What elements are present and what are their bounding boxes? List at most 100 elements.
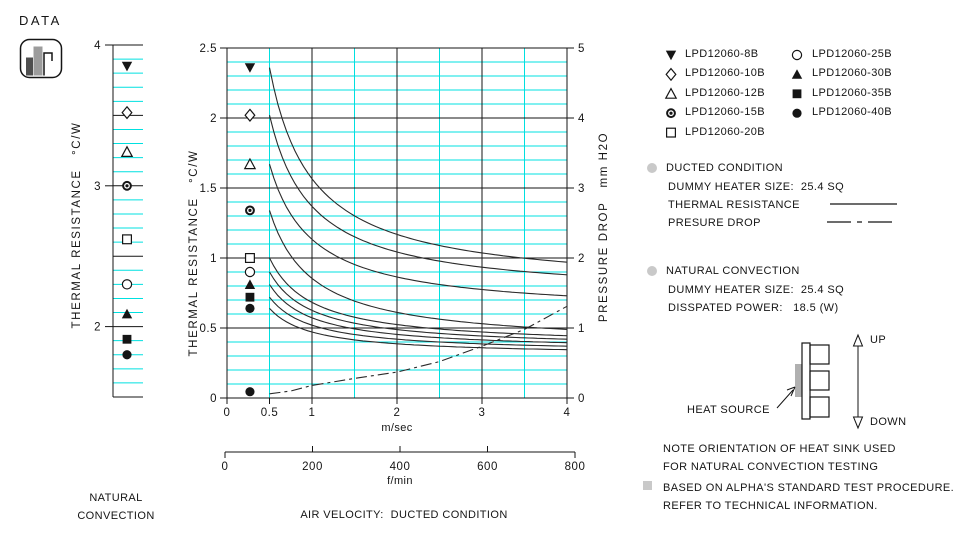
procedure-bullet-icon xyxy=(643,481,652,490)
curves xyxy=(268,67,568,395)
natural-heading: NATURAL CONVECTION xyxy=(666,265,800,277)
dissipated-power: DISSPATED POWER: 18.5 (W) xyxy=(668,302,839,314)
strip-ytick-label: 4 xyxy=(94,40,101,52)
triangle-up-filled-marker xyxy=(121,308,133,319)
logo-bar-dark xyxy=(26,57,33,76)
curve-LPD12060-8B xyxy=(268,67,568,263)
main-ytick-left-label: 0 xyxy=(210,393,217,405)
strip-ytick-label: 2 xyxy=(94,322,101,334)
curve-LPD12060-20B xyxy=(269,257,568,337)
legend-item-label: LPD12060-30B xyxy=(812,67,893,80)
pressure-drop-label: PRESURE DROP xyxy=(668,217,761,229)
ducted-bullet-icon xyxy=(647,163,657,173)
triangle-down-filled-marker xyxy=(121,61,133,72)
pressure-drop-curve xyxy=(269,305,568,395)
down-arrowhead-icon xyxy=(852,416,864,430)
grid-minor xyxy=(113,48,567,398)
triangle-up-open-marker xyxy=(664,87,678,99)
up-label: UP xyxy=(870,334,887,346)
triangle-up-filled-marker xyxy=(244,279,256,289)
triangle-down-filled-marker xyxy=(244,63,256,73)
x-axis-unit-msec: m/sec xyxy=(381,422,413,434)
circle-filled-marker xyxy=(245,387,255,397)
natural-bullet-icon xyxy=(647,266,657,276)
main-ytick-right-label: 2 xyxy=(578,253,585,265)
triangle-up-open-marker xyxy=(120,145,134,158)
circle-filled-marker xyxy=(122,350,132,360)
legend-item-label: LPD12060-35B xyxy=(812,86,893,99)
main-xtick-label: 1 xyxy=(309,407,316,419)
main-ytick-left-label: 0.5 xyxy=(200,323,218,335)
logo-bar-light xyxy=(33,46,43,76)
thermal-resistance-label: THERMAL RESISTANCE xyxy=(668,199,800,211)
curve-LPD12060-10B xyxy=(268,115,568,276)
strip-y-axis-title: THERMAL RESISTANCE °C/W xyxy=(71,121,83,329)
figure-misc xyxy=(643,163,898,490)
logo-frame xyxy=(19,38,63,79)
heat-source-label: HEAT SOURCE xyxy=(687,404,770,416)
up-arrowhead-icon xyxy=(852,333,864,347)
heat-source-block xyxy=(795,364,802,397)
curve-LPD12060-12B xyxy=(268,164,568,297)
strip-caption-line1: NATURAL xyxy=(89,492,143,504)
main-ytick-left-label: 1.5 xyxy=(200,183,218,195)
grid-major xyxy=(105,44,576,458)
fmin-tick-label: 600 xyxy=(477,461,498,473)
main-ytick-right-label: 0 xyxy=(578,393,585,405)
square-filled-marker xyxy=(122,334,132,344)
strip-ytick-label: 3 xyxy=(94,181,101,193)
main-ytick-left-label: 2.5 xyxy=(200,43,218,55)
main-xtick-label: 0.5 xyxy=(261,407,279,419)
fmin-tick-label: 800 xyxy=(565,461,586,473)
circle-filled-marker xyxy=(245,303,255,313)
main-ytick-left-label: 2 xyxy=(210,113,217,125)
curve-LPD12060-15B xyxy=(268,210,568,330)
square-filled-marker xyxy=(245,292,255,302)
triangle-down-filled-marker xyxy=(665,50,677,61)
markers xyxy=(120,49,803,397)
strip-caption-line2: CONVECTION xyxy=(77,510,155,522)
square-open-marker xyxy=(244,253,255,264)
triangle-up-filled-marker xyxy=(791,69,803,79)
circle-open-marker xyxy=(121,279,133,290)
fmin-tick-label: 400 xyxy=(390,461,411,473)
orientation-note-line2: FOR NATURAL CONVECTION TESTING xyxy=(663,461,879,473)
legend-item-label: LPD12060-10B xyxy=(685,67,766,80)
square-open-marker xyxy=(121,234,132,245)
procedure-note-line1: BASED ON ALPHA'S STANDARD TEST PROCEDURE… xyxy=(663,482,955,494)
legend-item-label: LPD12060-8B xyxy=(685,48,759,60)
main-ytick-left-label: 1 xyxy=(210,253,217,265)
fmin-tick-label: 200 xyxy=(302,461,323,473)
main-ytick-right-label: 1 xyxy=(578,323,585,335)
orientation-note-line1: NOTE ORIENTATION OF HEAT SINK USED xyxy=(663,443,896,455)
legend-item-label: LPD12060-40B xyxy=(812,106,893,119)
heatsink-fin xyxy=(809,396,830,418)
main-ytick-right-label: 3 xyxy=(578,183,585,195)
main-xtick-label: 4 xyxy=(564,407,571,419)
main-ytick-right-label: 5 xyxy=(578,43,585,55)
curve-LPD12060-40B xyxy=(269,308,568,351)
diamond-open-marker xyxy=(244,108,256,122)
square-open-marker xyxy=(665,127,676,138)
main-y-axis-title: THERMAL RESISTANCE °C/W xyxy=(188,149,200,357)
heatsink-fin xyxy=(809,370,830,391)
heat-sink-diagram xyxy=(776,333,864,430)
diamond-open-marker xyxy=(665,67,677,82)
main-xtick-label: 2 xyxy=(394,407,401,419)
circle-open-marker xyxy=(791,49,803,61)
chart-caption: AIR VELOCITY: DUCTED CONDITION xyxy=(300,509,508,521)
data-logo-icon xyxy=(19,38,63,79)
x-axis-unit-fmin: f/min xyxy=(387,475,413,487)
square-filled-marker xyxy=(792,89,802,99)
legend-item-label: LPD12060-15B xyxy=(685,106,766,119)
fmin-tick-label: 0 xyxy=(222,461,229,473)
heatsink-base xyxy=(801,342,811,420)
pressure-axis-title: PRESSURE DROP mm H2O xyxy=(598,131,610,323)
heat-source-arrowhead xyxy=(786,386,796,397)
curve-LPD12060-30B xyxy=(269,284,568,344)
curve-LPD12060-35B xyxy=(269,296,568,347)
main-xtick-label: 3 xyxy=(479,407,486,419)
